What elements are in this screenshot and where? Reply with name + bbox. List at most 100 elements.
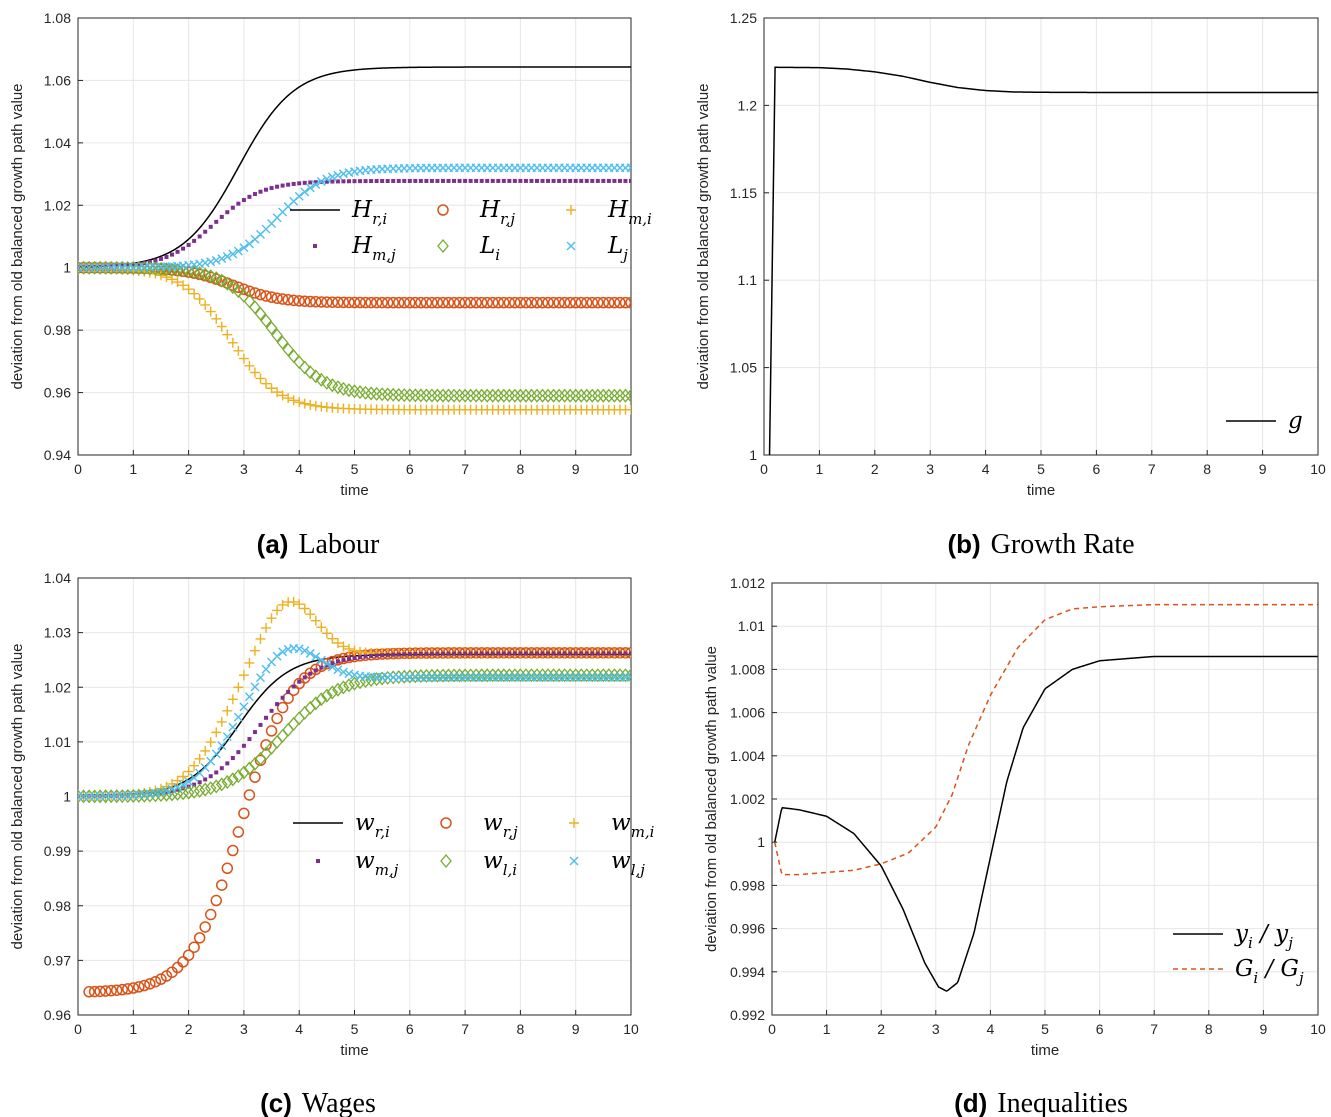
data-point: [264, 187, 269, 192]
data-point: [283, 393, 294, 404]
data-point: [603, 388, 615, 403]
data-point: [343, 296, 355, 309]
data-point: [568, 651, 573, 656]
data-point: [175, 249, 180, 254]
y-tick-label: 1.06: [44, 72, 71, 88]
legend-item: wr,i: [293, 810, 390, 841]
data-point: [396, 652, 401, 657]
data-point: [424, 651, 429, 656]
data-point: [321, 628, 332, 639]
y-tick-label: 0.97: [44, 952, 71, 968]
data-point: [222, 252, 232, 262]
data-point: [457, 651, 462, 656]
data-point: [534, 178, 539, 183]
panel-caption: (a) Labour: [257, 529, 380, 560]
legend-item: Hr,i: [290, 197, 387, 228]
data-point: [514, 388, 527, 403]
series-line: [768, 66, 1318, 455]
data-point: [216, 716, 227, 727]
data-point: [435, 178, 440, 183]
data-point: [214, 770, 219, 775]
plot-area: [78, 66, 631, 415]
data-point: [232, 284, 245, 299]
data-point: [487, 296, 499, 309]
y-tick-label: 0.96: [44, 1007, 71, 1023]
data-point: [349, 645, 360, 656]
data-point: [160, 787, 173, 802]
data-point: [612, 178, 617, 183]
data-point: [343, 678, 355, 693]
data-point: [573, 651, 578, 656]
data-point: [221, 862, 234, 875]
data-point: [523, 178, 528, 183]
x-tick-label: 0: [760, 461, 768, 477]
legend-label: Hm,i: [607, 197, 652, 228]
legend-label: wl,j: [611, 848, 645, 879]
data-point: [529, 178, 534, 183]
series-H-r,i: [78, 66, 631, 268]
plot-area: [773, 603, 1318, 992]
data-point: [608, 388, 621, 403]
legend-item: wm,i: [569, 810, 655, 841]
data-point: [603, 296, 615, 309]
x-tick-label: 1: [129, 461, 137, 477]
data-point: [348, 676, 361, 691]
data-point: [156, 787, 166, 797]
data-point: [374, 179, 379, 184]
legend: g: [1226, 408, 1303, 434]
y-tick-label: 1.002: [730, 791, 765, 807]
y-axis-label: deviation from old balanced growth path …: [695, 83, 712, 389]
data-point: [221, 775, 234, 790]
x-tick-label: 1: [129, 1021, 137, 1037]
data-point: [272, 387, 283, 398]
data-point: [380, 179, 385, 184]
legend-item: wr,j: [440, 810, 518, 841]
data-point: [626, 672, 631, 682]
legend: yi / yj Gi / Gj: [1173, 921, 1304, 987]
data-point: [497, 388, 510, 403]
data-point: [547, 388, 560, 403]
data-point: [277, 599, 288, 610]
y-tick-label: 0.99: [44, 843, 71, 859]
data-point: [509, 296, 521, 309]
legend-item: Gi / Gj: [1173, 956, 1304, 987]
data-point: [337, 680, 350, 695]
data-point: [385, 652, 390, 657]
data-point: [144, 788, 156, 803]
data-point: [204, 908, 217, 921]
data-point: [149, 261, 162, 276]
data-point: [193, 932, 206, 944]
legend-item: wl,i: [440, 848, 517, 879]
data-point: [138, 788, 151, 803]
data-point: [376, 671, 388, 686]
panel-caption: (b) Growth Rate: [947, 529, 1134, 560]
data-point: [254, 288, 267, 301]
data-point: [244, 239, 254, 249]
data-point: [189, 288, 200, 299]
data-point: [385, 179, 390, 184]
data-point: [275, 702, 280, 707]
data-point: [333, 665, 343, 675]
data-point: [392, 387, 405, 402]
data-point: [311, 179, 321, 189]
data-point: [305, 609, 316, 620]
series-line: [78, 66, 631, 268]
legend-label: g: [1288, 408, 1303, 434]
data-point: [321, 296, 333, 308]
data-point: [199, 782, 212, 797]
data-point: [194, 753, 205, 764]
data-point: [326, 378, 339, 393]
data-point: [429, 178, 434, 183]
legend-label: Hm,j: [351, 233, 396, 264]
data-point: [481, 296, 493, 309]
x-axis-label: time: [1027, 482, 1055, 499]
data-point: [186, 242, 191, 247]
legend-item: Hm,j: [313, 233, 396, 264]
data-point: [564, 388, 577, 403]
y-tick-label: 1.006: [730, 705, 765, 721]
panel-growth-rate: 0 1 2 3 4 5 6 7 8 9 1011.051.11.151.21.25timedevia…: [695, 10, 1326, 560]
data-point: [581, 296, 593, 309]
data-point: [293, 355, 306, 370]
data-point: [232, 826, 245, 838]
data-point: [197, 234, 202, 239]
